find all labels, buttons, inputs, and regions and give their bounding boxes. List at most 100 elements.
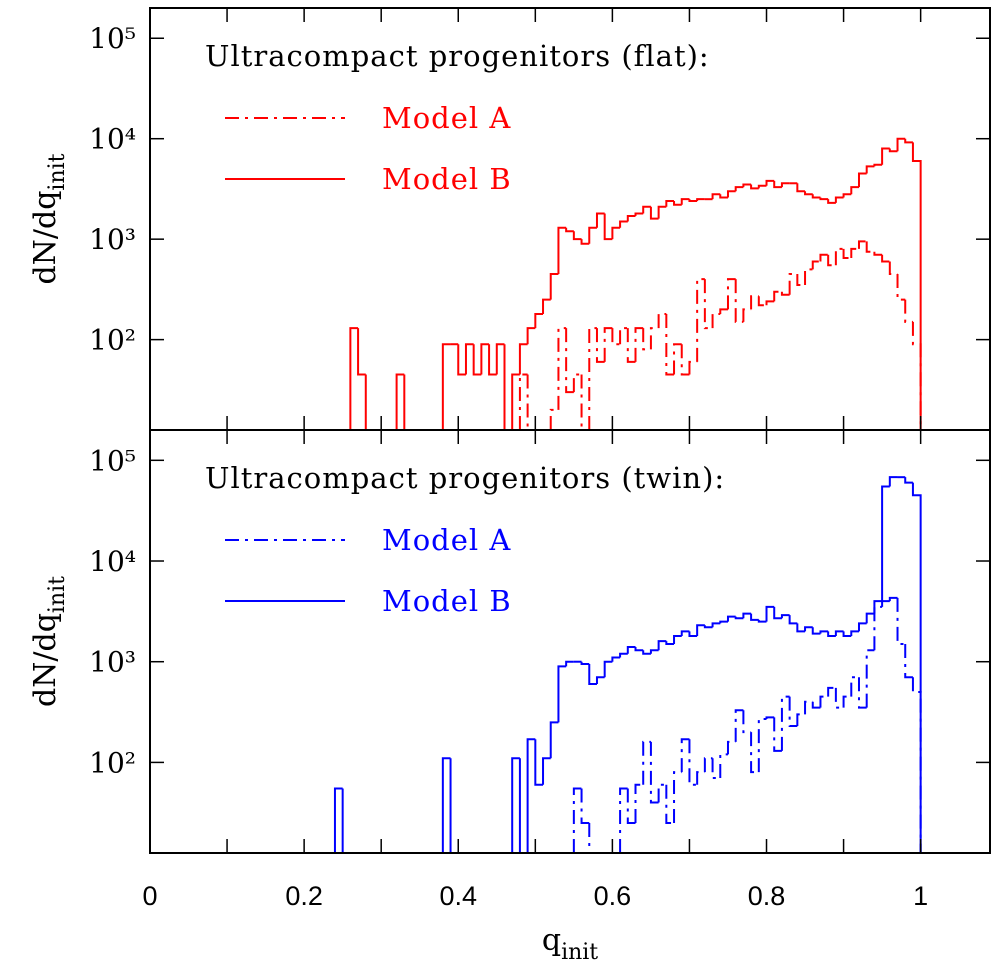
histogram-step	[888, 148, 898, 153]
histogram-step	[703, 757, 713, 773]
histogram-step	[734, 709, 744, 742]
histogram-step	[495, 343, 505, 375]
x-tick-label: 0.6	[594, 881, 632, 911]
histogram-step	[357, 328, 366, 376]
histogram-step	[827, 199, 836, 204]
histogram-step	[904, 138, 913, 144]
histogram-step	[842, 193, 852, 198]
histogram-step	[734, 279, 744, 323]
histogram-step	[549, 273, 559, 300]
histogram-step	[503, 344, 513, 431]
x-axis-label: qinit	[542, 923, 598, 965]
histogram-step	[811, 627, 821, 635]
histogram-step	[873, 163, 883, 167]
histogram-step	[518, 343, 528, 375]
histogram-step	[865, 649, 875, 708]
histogram-step	[711, 622, 721, 628]
histogram-step	[595, 328, 605, 363]
histogram-step	[881, 147, 890, 165]
histogram-step	[873, 605, 883, 651]
histogram-step	[780, 291, 790, 296]
y-tick-label: 10³	[89, 646, 136, 679]
histogram-step	[750, 184, 759, 190]
histogram-step	[642, 328, 651, 351]
histogram-step	[703, 279, 713, 330]
histogram-step	[765, 179, 775, 186]
y-tick-label: 10⁴	[89, 123, 136, 156]
histogram-step	[449, 758, 459, 854]
histogram-step	[873, 251, 883, 256]
histogram-step	[511, 757, 520, 853]
histogram-step	[881, 254, 890, 263]
x-tick-label: 0.4	[439, 881, 477, 911]
x-tick-label: 1	[913, 881, 928, 911]
histogram-step	[750, 295, 759, 310]
histogram-step	[665, 313, 675, 376]
histogram-step	[911, 142, 922, 430]
histogram-step	[873, 600, 883, 614]
histogram-step	[649, 741, 659, 804]
histogram-step	[534, 739, 544, 786]
histogram-step	[711, 193, 721, 200]
x-tick-label: 0	[142, 881, 157, 911]
histogram-step	[711, 758, 721, 780]
x-axis-label-sub: init	[561, 940, 598, 965]
histogram-step	[665, 784, 675, 825]
histogram-step	[796, 183, 806, 193]
histogram-step	[680, 344, 690, 376]
histogram-step	[842, 631, 852, 638]
histogram-step	[750, 732, 759, 774]
histogram-step	[626, 328, 636, 363]
histogram-step	[696, 624, 705, 637]
histogram-step	[773, 290, 782, 302]
histogram-step	[688, 739, 698, 786]
histogram-step	[696, 198, 705, 201]
histogram-step	[572, 373, 582, 393]
y-tick-label: 10⁵	[89, 22, 136, 55]
histogram-step	[673, 200, 682, 206]
histogram-step	[904, 299, 913, 323]
histogram-step	[804, 191, 813, 196]
histogram-step	[734, 616, 744, 620]
histogram-step	[857, 172, 867, 188]
histogram-step	[911, 677, 922, 853]
histogram-step	[565, 227, 574, 233]
histogram-step	[804, 268, 813, 285]
histogram-step	[549, 408, 559, 430]
histogram-step	[726, 615, 736, 622]
histogram-step	[888, 261, 898, 276]
histogram-step	[665, 199, 675, 207]
histogram-step	[780, 614, 790, 619]
histogram-step	[780, 695, 790, 751]
histogram-step	[765, 605, 775, 622]
y-tick-label: 10⁵	[89, 444, 136, 477]
histogram-step	[557, 226, 567, 275]
histogram-step	[796, 274, 806, 286]
histogram-step	[511, 373, 520, 430]
histogram-step	[364, 374, 374, 431]
histogram-step	[842, 248, 852, 259]
histogram-step	[603, 327, 613, 362]
histogram-step	[634, 212, 644, 217]
histogram-step	[680, 198, 690, 205]
histogram-step	[333, 787, 343, 853]
histogram-step	[673, 343, 682, 375]
legend-label: Model A	[382, 523, 511, 557]
histogram-step	[619, 787, 628, 853]
y-tick-label: 10²	[89, 746, 136, 779]
histogram-step	[634, 327, 644, 362]
histogram-step	[680, 630, 690, 637]
histogram-step	[518, 373, 528, 430]
legend-title: Ultracompact progenitors (twin):	[205, 461, 725, 495]
histogram-step	[773, 606, 782, 620]
histogram-step	[780, 182, 790, 188]
histogram-step	[526, 738, 536, 853]
histogram-step	[619, 652, 628, 658]
histogram-step	[896, 137, 906, 152]
histogram-step	[788, 696, 798, 727]
histogram-step	[788, 615, 798, 625]
histogram-step	[565, 328, 574, 394]
y-axis-label-main: dN/dq	[28, 191, 63, 285]
histogram-step	[827, 631, 836, 638]
